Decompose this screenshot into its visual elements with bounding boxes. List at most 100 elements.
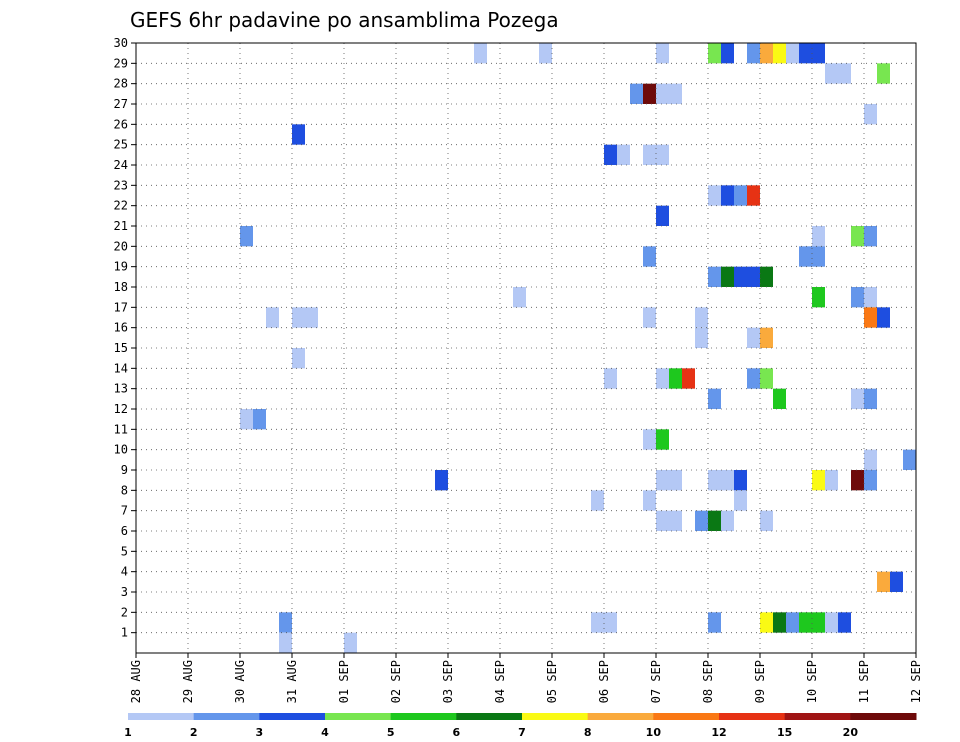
y-tick-label: 4	[121, 565, 128, 579]
heatmap-cell	[747, 43, 760, 64]
heatmap-cell	[240, 409, 253, 430]
heatmap-cell	[721, 510, 734, 531]
colorbar-legend: 1 2 3 4 5 6 7 8 10 12 15 20	[124, 713, 917, 739]
x-tick-label: 12 SEP	[909, 660, 923, 703]
colorbar-swatch	[587, 713, 654, 720]
heatmap-cell	[669, 470, 682, 491]
heatmap-cell	[734, 470, 747, 491]
colorbar-label: 7	[518, 726, 526, 739]
heatmap-cell	[240, 226, 253, 247]
x-tick-label: 28 AUG	[129, 660, 143, 703]
heatmap-cell	[513, 287, 526, 308]
colorbar-label: 1	[124, 726, 132, 739]
heatmap-cell	[747, 185, 760, 206]
heatmap-cell	[825, 470, 838, 491]
colorbar-swatch	[522, 713, 589, 720]
heatmap-cell	[708, 43, 721, 64]
heatmap-cell	[708, 266, 721, 287]
colorbar-swatch	[456, 713, 523, 720]
heatmap-cell	[734, 266, 747, 287]
heatmap-cell	[812, 470, 825, 491]
y-tick-label: 22	[114, 199, 128, 213]
colorbar-swatch	[128, 713, 195, 720]
heatmap-cell	[682, 368, 695, 389]
heatmap-cell	[656, 368, 669, 389]
colorbar-swatch	[193, 713, 260, 720]
heatmap-cell	[851, 226, 864, 247]
heatmap-cell	[799, 43, 812, 64]
heatmap-cell	[305, 307, 318, 328]
heatmap-cell	[760, 43, 773, 64]
heatmap-cell	[877, 307, 890, 328]
heatmap-cell	[760, 612, 773, 633]
y-tick-label: 29	[114, 56, 128, 70]
heatmap-cell	[773, 43, 786, 64]
y-tick-label: 12	[114, 402, 128, 416]
y-tick-label: 24	[114, 158, 128, 172]
heatmap-cell	[773, 388, 786, 409]
heatmap-cell	[890, 571, 903, 592]
colorbar-swatch	[784, 713, 851, 720]
y-tick-label: 3	[121, 585, 128, 599]
y-tick-label: 21	[114, 219, 128, 233]
heatmap-cell	[708, 388, 721, 409]
heatmap-cell	[851, 287, 864, 308]
heatmap-cell	[604, 144, 617, 165]
heatmap-cell	[643, 307, 656, 328]
heatmap-cell	[266, 307, 279, 328]
heatmap-cell	[643, 490, 656, 511]
y-tick-label: 16	[114, 321, 128, 335]
heatmap-cell	[292, 124, 305, 145]
heatmap-cell	[721, 43, 734, 64]
y-tick-label: 7	[121, 504, 128, 518]
x-tick-label: 31 AUG	[285, 660, 299, 703]
heatmap-cell	[643, 144, 656, 165]
y-tick-label: 30	[114, 36, 128, 50]
heatmap-cell	[734, 490, 747, 511]
colorbar-swatch	[259, 713, 326, 720]
heatmap-cell	[630, 83, 643, 104]
heatmap-cell	[604, 612, 617, 633]
heatmap-cell	[279, 612, 292, 633]
heatmap-cell	[786, 43, 799, 64]
y-tick-label: 11	[114, 422, 128, 436]
heatmap-cell	[812, 287, 825, 308]
heatmap-cell	[747, 327, 760, 348]
heatmap-cell	[591, 612, 604, 633]
heatmap-cell	[877, 63, 890, 84]
heatmap-cell	[656, 43, 669, 64]
heatmap-cell	[292, 348, 305, 369]
y-tick-label: 28	[114, 77, 128, 91]
heatmap-cell	[721, 266, 734, 287]
y-tick-label: 9	[121, 463, 128, 477]
heatmap-cell	[708, 612, 721, 633]
heatmap-cell	[708, 470, 721, 491]
heatmap-cell	[760, 327, 773, 348]
heatmap-cell	[643, 83, 656, 104]
heatmap-cell	[669, 510, 682, 531]
heatmap-cells	[240, 43, 916, 653]
x-tick-label: 09 SEP	[753, 660, 767, 703]
y-tick-label: 8	[121, 483, 128, 497]
heatmap-cell	[760, 368, 773, 389]
heatmap-cell	[799, 612, 812, 633]
y-tick-label: 13	[114, 382, 128, 396]
heatmap-cell	[656, 510, 669, 531]
x-axis: 28 AUG 29 AUG 30 AUG 31 AUG 01 SEP 02 SEP 03 S…	[129, 653, 923, 703]
x-tick-label: 06 SEP	[597, 660, 611, 703]
y-tick-label: 6	[121, 524, 128, 538]
heatmap-cell	[643, 246, 656, 267]
heatmap-cell	[877, 571, 890, 592]
heatmap-cell	[851, 388, 864, 409]
colorbar-label: 4	[321, 726, 329, 739]
x-tick-label: 11 SEP	[857, 660, 871, 703]
x-tick-label: 04 SEP	[493, 660, 507, 703]
heatmap-cell	[656, 205, 669, 226]
y-tick-label: 1	[121, 626, 128, 640]
heatmap-cell	[435, 470, 448, 491]
y-tick-label: 25	[114, 138, 128, 152]
heatmap-cell	[656, 144, 669, 165]
heatmap-cell	[734, 185, 747, 206]
heatmap-cell	[656, 429, 669, 450]
